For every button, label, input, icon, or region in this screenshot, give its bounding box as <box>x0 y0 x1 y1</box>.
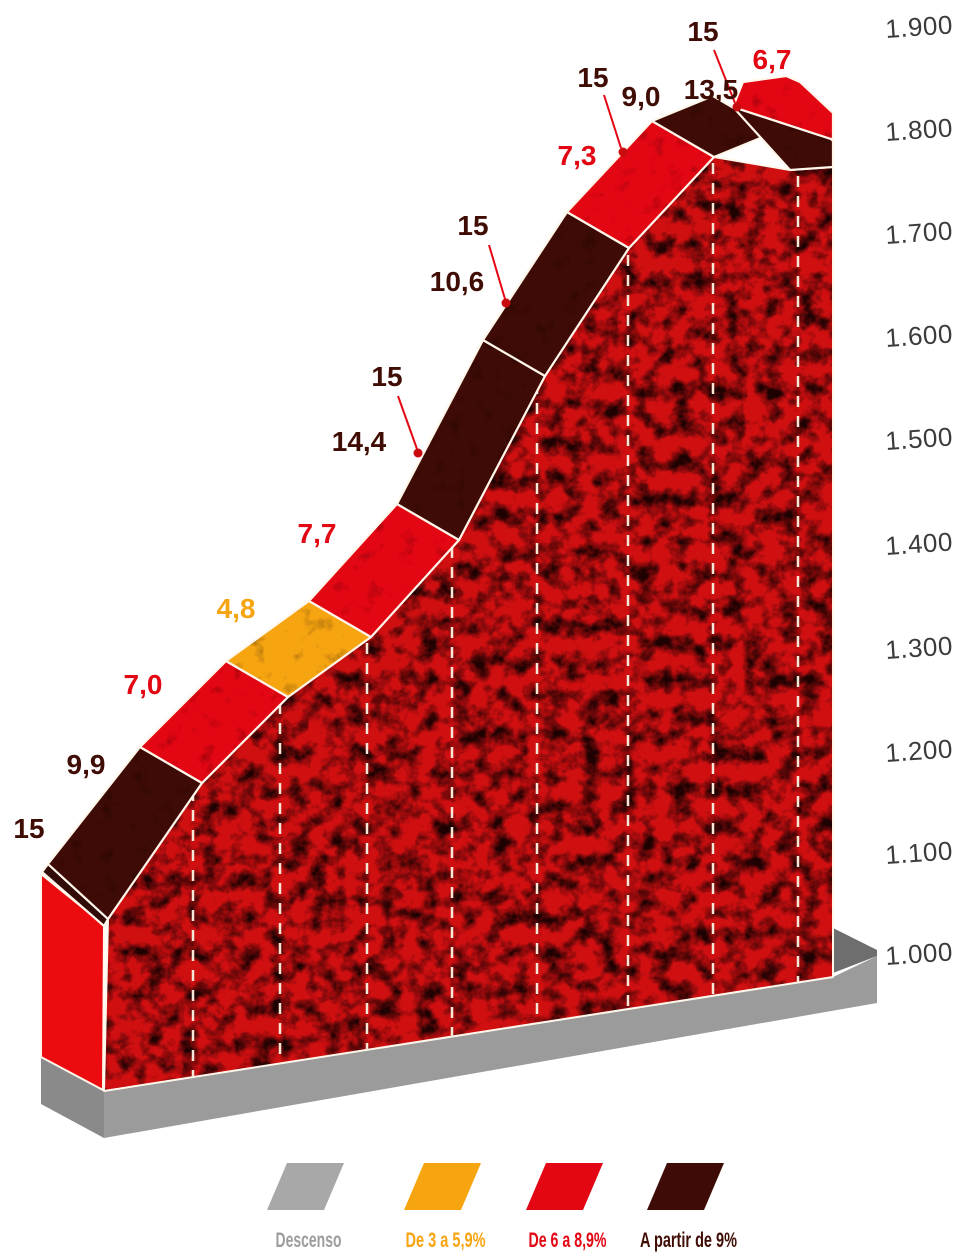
segment-gradient-label: 15 <box>13 813 44 844</box>
peak-gradient-label: 15 <box>457 210 488 241</box>
legend-swatch-2 <box>526 1163 603 1210</box>
elevation-tick-label: 1.400 <box>884 526 954 561</box>
elevation-tick-label: 1.000 <box>884 936 954 971</box>
peak-marker-line <box>603 94 622 149</box>
base-top-face <box>833 928 877 973</box>
segment-10-texture <box>733 76 833 139</box>
segment-5-texture <box>397 340 545 540</box>
peak-marker-line <box>713 49 736 104</box>
legend-label-3: A partir de 9% <box>640 1229 737 1252</box>
segment-9-texture <box>733 107 833 170</box>
base-front-face <box>104 956 877 1138</box>
base-slab <box>41 928 877 1138</box>
segment-gradient-label: 7,3 <box>558 140 597 171</box>
segment-labels: 15 9,9 7,0 4,8 7,7 14,4 10,6 7,3 9,0 13,5 6,7 <box>13 44 791 844</box>
elevation-tick-label: 1.900 <box>884 9 954 44</box>
segment-gradient-label: 14,4 <box>332 426 387 457</box>
elevation-tick-label: 1.800 <box>884 112 954 147</box>
segment-3-texture <box>226 601 371 697</box>
elevation-tick-label: 1.300 <box>884 630 954 665</box>
elevation-tick-label: 1.500 <box>884 421 954 456</box>
legend-label-0: Descenso <box>276 1229 342 1252</box>
legend-swatch-1 <box>404 1163 481 1210</box>
legend: Descenso De 3 a 5,9% De 6 a 8,9% A partir d… <box>267 1163 737 1252</box>
km-lines <box>191 163 800 1077</box>
segment-0-fill <box>42 864 108 926</box>
legend-swatch-3 <box>647 1163 724 1210</box>
segment-1-texture <box>48 747 202 919</box>
peak-marker-line <box>397 395 418 450</box>
gradient-segments <box>40 74 835 928</box>
elevation-tick-label: 1.700 <box>884 215 954 250</box>
segment-8-texture <box>652 96 775 157</box>
peak-gradient-label: 15 <box>577 62 608 93</box>
mountain-wall <box>103 156 834 1092</box>
legend-label-2: De 6 a 8,9% <box>529 1229 607 1252</box>
segment-gradient-label: 9,9 <box>67 749 106 780</box>
peak-marker-dot <box>618 147 628 157</box>
segment-7-texture <box>567 121 714 248</box>
segment-gradient-label: 9,0 <box>622 81 661 112</box>
elevation-axis: 1.900 1.800 1.700 1.600 1.500 1.400 1.300 1.200… <box>884 9 954 971</box>
peak-markers: 15 15 15 15 <box>371 16 742 458</box>
peak-marker-dot <box>732 102 742 112</box>
segment-4-texture <box>309 504 459 637</box>
segment-10-outline <box>731 74 835 141</box>
legend-label-1: De 3 a 5,9% <box>406 1229 486 1252</box>
base-left-face <box>41 1057 104 1138</box>
elevation-tick-label: 1.100 <box>884 835 954 870</box>
mountain-wall-texture <box>104 157 833 1091</box>
segment-gradient-label: 6,7 <box>753 44 792 75</box>
peak-marker-dot <box>413 448 423 458</box>
segment-gradient-label: 7,7 <box>298 518 337 549</box>
segment-gradient-label: 7,0 <box>124 669 163 700</box>
segment-2-texture <box>140 661 288 783</box>
legend-swatch-0 <box>267 1163 344 1210</box>
segment-gradient-label: 13,5 <box>684 74 739 105</box>
peak-gradient-label: 15 <box>687 16 718 47</box>
peak-marker-dot <box>501 298 511 308</box>
segment-gradient-label: 4,8 <box>217 593 256 624</box>
segment-6-texture <box>483 212 629 376</box>
peak-gradient-label: 15 <box>371 361 402 392</box>
segment-gradient-label: 10,6 <box>430 266 485 297</box>
elevation-tick-label: 1.200 <box>884 733 954 768</box>
peak-marker-line <box>488 244 506 300</box>
elevation-tick-label: 1.600 <box>884 318 954 353</box>
